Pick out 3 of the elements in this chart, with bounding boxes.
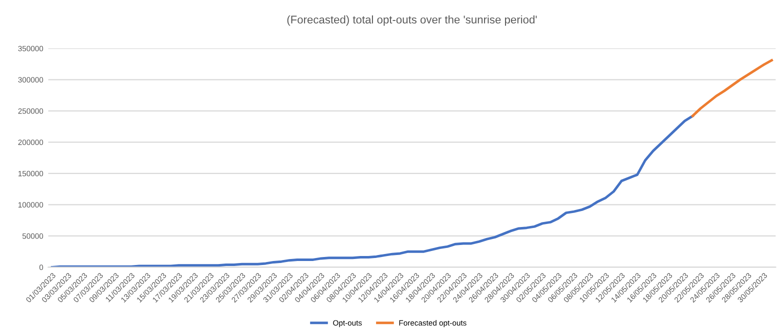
line-series [50,114,694,268]
line-series [691,59,773,118]
chart-title: (Forecasted) total opt-outs over the 'sunrise period' [287,15,537,26]
